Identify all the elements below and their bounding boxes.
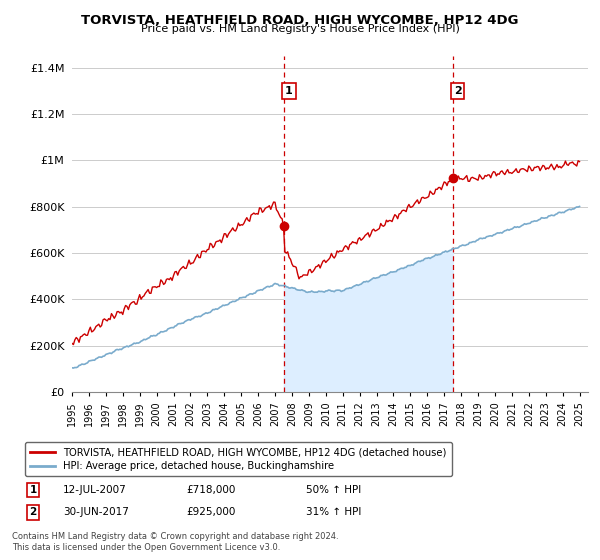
Text: 12-JUL-2007: 12-JUL-2007: [63, 485, 127, 495]
Text: TORVISTA, HEATHFIELD ROAD, HIGH WYCOMBE, HP12 4DG: TORVISTA, HEATHFIELD ROAD, HIGH WYCOMBE,…: [81, 14, 519, 27]
Legend: TORVISTA, HEATHFIELD ROAD, HIGH WYCOMBE, HP12 4DG (detached house), HPI: Average: TORVISTA, HEATHFIELD ROAD, HIGH WYCOMBE,…: [25, 442, 452, 477]
Text: 31% ↑ HPI: 31% ↑ HPI: [306, 507, 361, 517]
Text: 50% ↑ HPI: 50% ↑ HPI: [306, 485, 361, 495]
Text: This data is licensed under the Open Government Licence v3.0.: This data is licensed under the Open Gov…: [12, 543, 280, 552]
Text: 2: 2: [29, 507, 37, 517]
Text: 1: 1: [285, 86, 293, 96]
Text: Price paid vs. HM Land Registry's House Price Index (HPI): Price paid vs. HM Land Registry's House …: [140, 24, 460, 34]
Text: 30-JUN-2017: 30-JUN-2017: [63, 507, 129, 517]
Text: £925,000: £925,000: [186, 507, 235, 517]
Text: £718,000: £718,000: [186, 485, 235, 495]
Text: 1: 1: [29, 485, 37, 495]
Text: 2: 2: [454, 86, 461, 96]
Text: Contains HM Land Registry data © Crown copyright and database right 2024.: Contains HM Land Registry data © Crown c…: [12, 532, 338, 541]
